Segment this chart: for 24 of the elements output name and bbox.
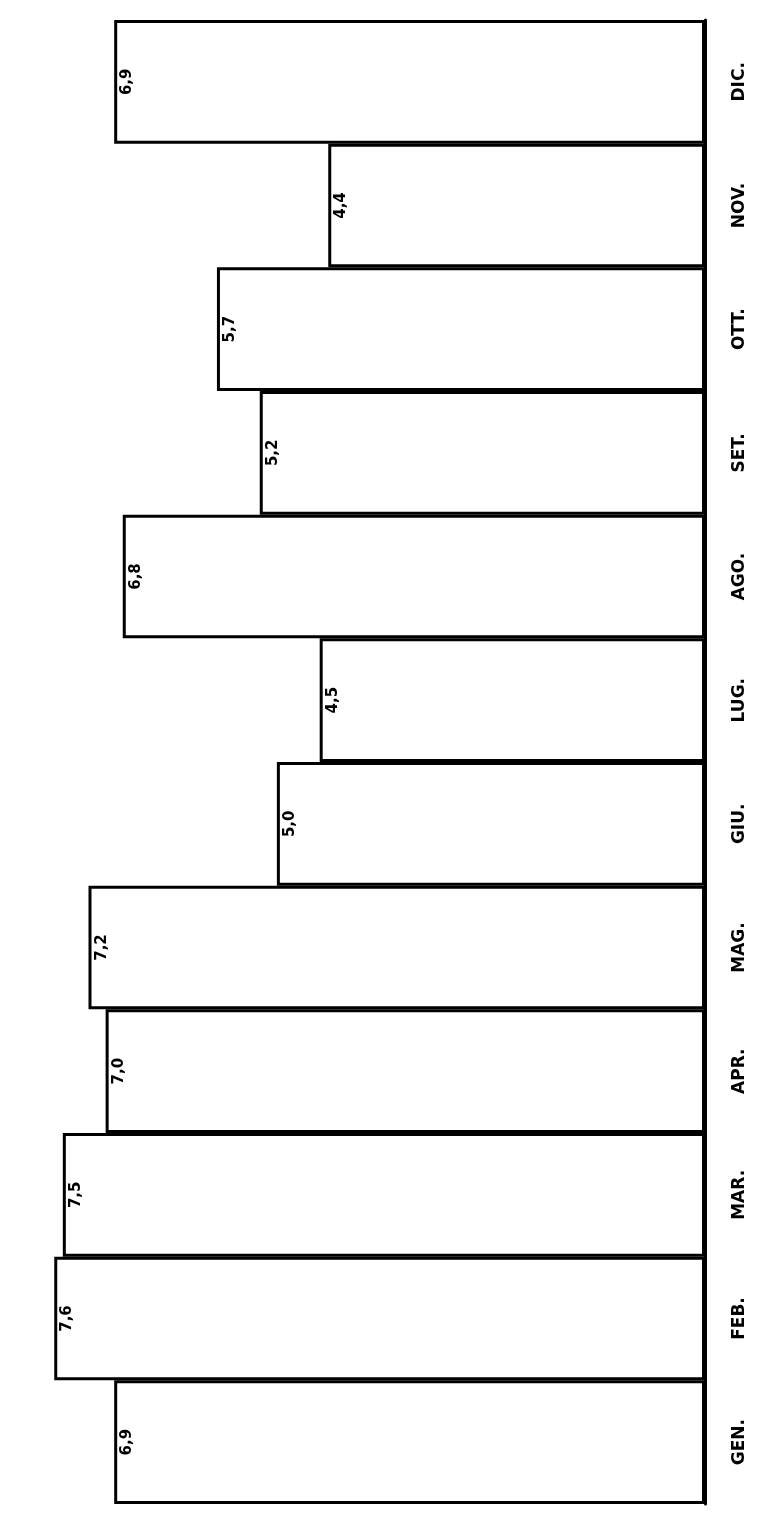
y-tick-label: LUG. [727,677,748,723]
y-tick-label: SET. [727,433,748,473]
y-tick-label: MAG. [727,922,748,973]
y-tick-label: FEB. [727,1297,748,1340]
data-label: 4,4 [331,192,350,219]
y-tick-label: DIC. [727,62,748,102]
y-tick-label: APR. [727,1048,748,1094]
y-tick-label: GIU. [727,803,748,845]
data-label: 7,2 [91,934,110,961]
data-label: 6,9 [117,1428,136,1456]
data-label: 6,8 [125,563,144,590]
data-label: 5,7 [219,315,238,343]
y-tick-label: AGO. [727,552,748,601]
y-tick-label: OTT. [727,308,748,351]
data-label: 5,0 [279,810,298,838]
y-tick-label: GEN. [727,1419,748,1466]
data-label: 6,9 [117,68,136,96]
y-tick-label: MAR. [727,1169,748,1220]
data-label: 7,6 [57,1305,76,1332]
data-label: 7,0 [108,1057,127,1085]
data-label: 4,5 [322,686,341,714]
y-tick-label: NOV. [727,182,748,229]
data-label: 5,2 [262,439,281,467]
data-label: 7,5 [65,1181,84,1209]
